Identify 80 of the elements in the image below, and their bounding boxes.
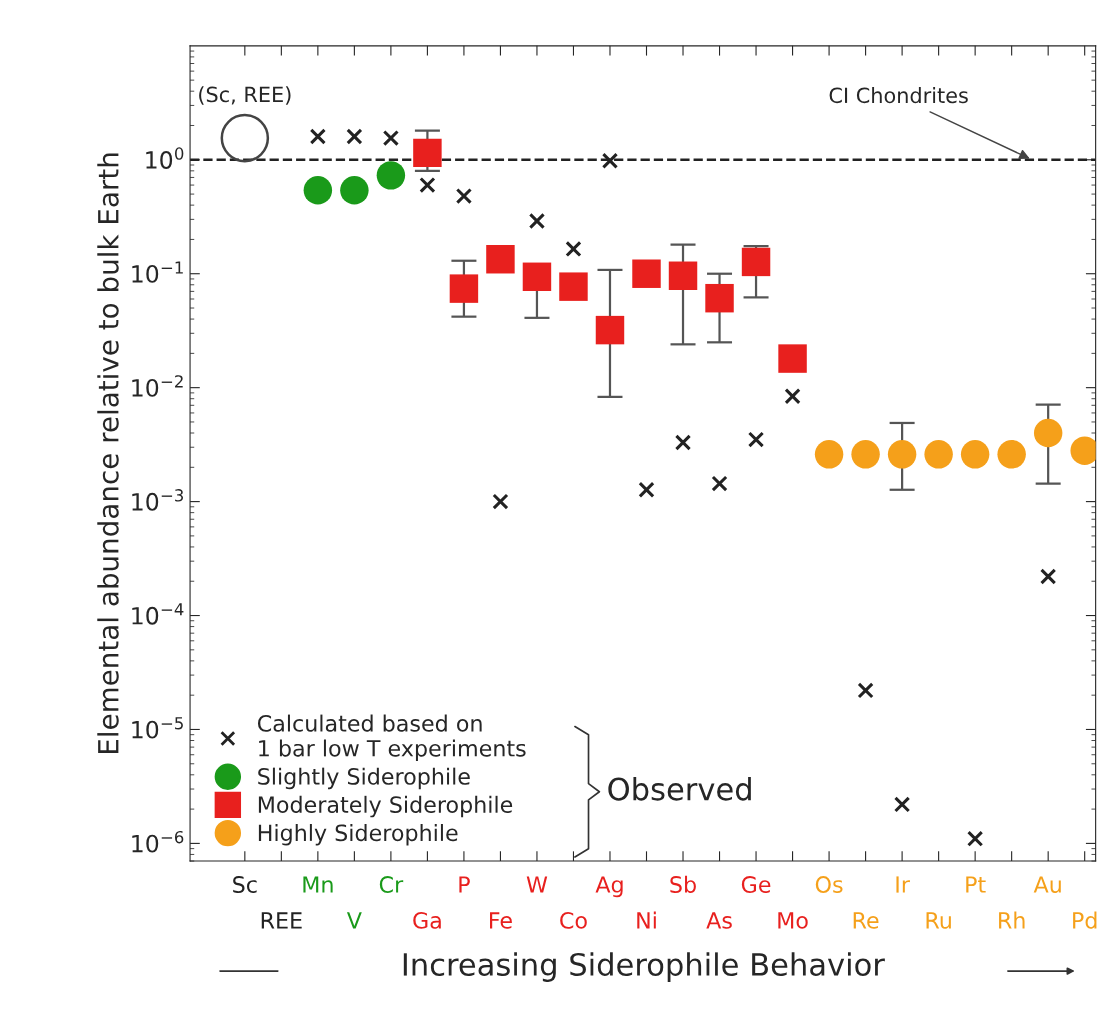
point [674, 434, 692, 451]
x-tick-label: Au [1033, 876, 1061, 893]
x-tick-label: REE [261, 912, 302, 929]
x-tick-label: Mo [778, 912, 808, 929]
ref-line-label: CI Chondrites [829, 87, 968, 104]
x-tick-label: Sb [670, 875, 696, 893]
point [601, 152, 619, 169]
legend-label: Highly Siderophile [258, 823, 458, 846]
point [522, 262, 552, 292]
legend-label: Calculated based on 1 bar low T experiments [257, 714, 526, 761]
x-tick-label: Sc [233, 876, 257, 893]
point [967, 830, 984, 847]
point [638, 481, 655, 498]
x-tick-label: W [526, 876, 548, 893]
x-tick-label: Co [560, 911, 587, 929]
point [595, 315, 625, 345]
x-tick-label: Fe [490, 912, 512, 929]
x-tick-label: Ru [926, 912, 951, 929]
x-tick-label: V [346, 912, 362, 929]
point [419, 176, 436, 194]
point [449, 274, 479, 303]
point [857, 682, 874, 699]
x-tick-label: Cr [379, 876, 404, 893]
point [711, 475, 728, 492]
y-tick-label: 10$^{−4}$ [132, 603, 184, 625]
point [303, 176, 333, 205]
point [1040, 568, 1057, 585]
legend-label: Slightly Siderophile [258, 767, 470, 790]
x-tick-label: Os [815, 876, 843, 893]
point [486, 245, 515, 274]
point [784, 388, 801, 405]
point [492, 493, 509, 510]
x-tick-label: Ge [741, 876, 771, 893]
point [924, 440, 953, 469]
point [705, 283, 734, 313]
y-tick-label: 10$^{−2}$ [132, 375, 183, 397]
point [565, 240, 582, 258]
point [632, 259, 661, 288]
point [382, 129, 400, 147]
point [741, 247, 771, 277]
x-tick-label: Ir [896, 876, 910, 893]
x-tick-label: Ni [637, 911, 656, 929]
annotation: (Sc, REE) [199, 86, 291, 105]
point [668, 261, 698, 290]
point [340, 176, 369, 205]
legend-label: Moderately Siderophile [258, 795, 513, 818]
point [1033, 418, 1063, 448]
point [346, 128, 363, 145]
point [455, 187, 473, 205]
x-tick-label: Re [853, 912, 879, 929]
y-tick-label: 10$^{−1}$ [132, 261, 183, 283]
x-tick-label: Ag [595, 876, 623, 898]
point [747, 431, 765, 448]
point [528, 212, 546, 230]
annotation: Observed [608, 776, 751, 801]
x-tick-label: P [459, 876, 470, 893]
point [997, 440, 1026, 469]
point [309, 128, 326, 145]
y-tick-label: 10$^{−5}$ [132, 717, 183, 739]
y-axis-title: Elemental abundance relative to bulk Earth [97, 153, 119, 754]
point [220, 113, 270, 163]
point [960, 440, 990, 469]
point [559, 272, 588, 301]
point [778, 344, 807, 373]
point [376, 161, 406, 190]
y-tick-label: 10$^{0}$ [146, 147, 184, 169]
y-tick-label: 10$^{−6}$ [132, 830, 184, 853]
point [814, 440, 844, 469]
x-tick-label: Pd [1073, 911, 1097, 929]
x-tick-label: Rh [999, 911, 1025, 929]
point [893, 796, 911, 813]
point [851, 440, 880, 469]
point [413, 138, 442, 168]
x-tick-label: As [706, 912, 732, 929]
x-tick-label: Pt [966, 876, 986, 893]
point [887, 440, 917, 469]
x-axis-title: Increasing Siderophile Behavior [403, 952, 885, 982]
y-tick-label: 10$^{−3}$ [132, 489, 184, 511]
x-tick-label: Ga [413, 911, 441, 929]
x-tick-label: Mn [303, 876, 333, 893]
